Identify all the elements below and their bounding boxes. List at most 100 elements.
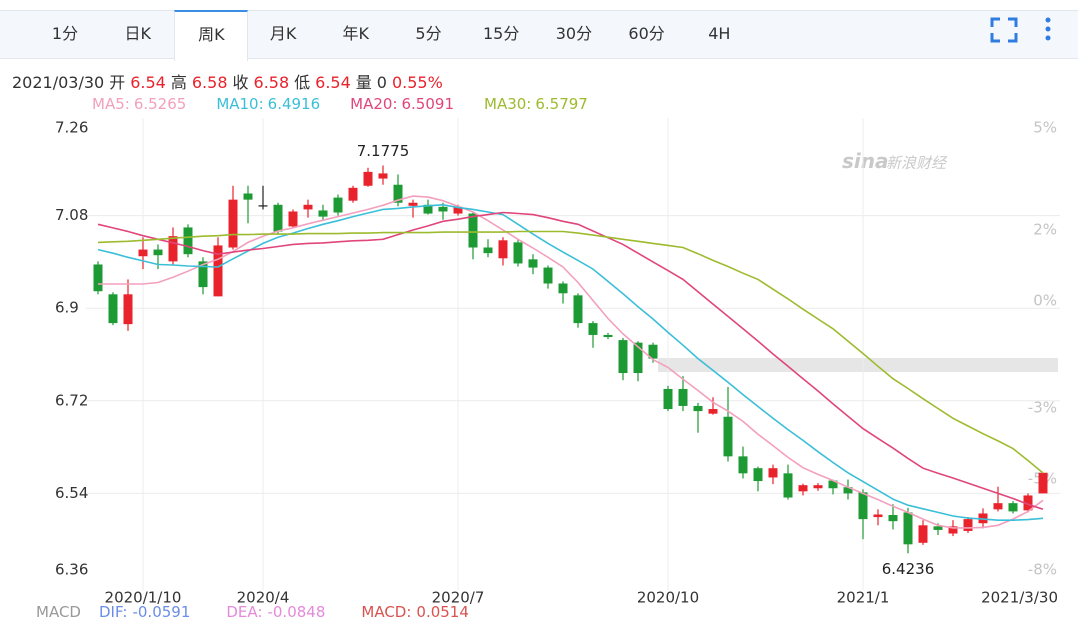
macd-value: -0.0848 [267,603,326,621]
candle-body [783,473,793,498]
candle-body [768,468,778,478]
candle-body [948,526,958,534]
tab[interactable]: 日K [124,24,151,43]
y-tick-label: 6.36 [55,561,88,579]
candle-body [348,187,358,201]
candle-body [858,492,868,520]
legend-value: 6.5265 [133,95,187,113]
x-tick-label: 2020/4 [237,589,290,607]
field-value: 6.58 [253,73,290,92]
y2-tick-label: 2% [1033,220,1057,238]
candle-body [753,468,763,482]
field-label: 开 [109,73,126,92]
candle-body [738,456,748,474]
candle-body [678,388,688,406]
candle-body [453,206,463,214]
candle-body [93,264,103,292]
x-tick-label: 2020/1/10 [105,589,182,607]
candle-body [108,294,118,324]
candle-body [933,526,943,530]
change: 0.55% [391,73,443,92]
x-tick-label: 2021/3/30 [981,589,1058,607]
candle-body [963,519,973,531]
macd-label: MACD [36,603,81,621]
candle-body [873,514,883,518]
ma-legend: MA5: 6.5265 MA10: 6.4916 MA20: 6.5091 MA30: 6.5… [92,95,618,113]
candle-body [273,204,283,232]
tab-bar: 1分 日K 周K 月K 年K 5分 15分 30分 60分 4H [0,10,1078,61]
candle-body [798,485,808,492]
tab[interactable]: 年K [342,24,370,43]
y2-tick-label: -3% [1028,398,1057,416]
tab[interactable]: 5分 [415,24,442,43]
legend-value: 6.5797 [535,95,588,113]
candle-body [498,240,508,259]
candle-body [708,409,718,414]
candle-body [138,249,148,257]
candle-body [303,204,313,210]
legend-name: MA30: [484,95,532,113]
quote-info: 2021/03/30 开 6.54 高 6.58 收 6.58 低 6.54 量 0 0.55% [12,69,448,93]
candle-body [648,344,658,359]
more-icon[interactable] [1045,17,1051,41]
max-label: 7.1775 [357,142,410,160]
macd-name: DEA: [226,603,263,621]
y2-tick-label: 5% [1033,119,1057,137]
y-tick-label: 7.26 [55,119,88,137]
candle-body [828,480,838,489]
tab[interactable]: 30分 [555,24,593,43]
candle-body [528,259,538,268]
ma-line [98,195,1044,529]
tab[interactable]: 月K [269,24,297,43]
x-tick-label: 2021/1 [837,589,890,607]
tab[interactable]: 周K [174,10,249,61]
candle-body [153,249,163,256]
candle-body [183,227,193,255]
candle-body [588,323,598,335]
candle-body [288,211,298,227]
candle-body [423,204,433,214]
candle-body [603,334,613,338]
macd-value: -0.0591 [132,603,191,621]
legend-name: MA10: [216,95,264,113]
fullscreen-icon[interactable] [990,17,1018,43]
tab[interactable]: 1分 [51,24,79,43]
candle-body [333,197,343,213]
watermark-logo: sina [842,149,889,173]
candle-body [633,342,643,374]
candle-body [723,416,733,457]
y-tick-label: 6.54 [55,484,88,502]
candle-body [843,487,853,494]
tab[interactable]: 15分 [483,24,520,43]
candle-body [573,295,583,324]
candle-body [228,199,238,248]
ma-line [97,230,1044,474]
y-tick-label: 6.9 [55,299,79,317]
legend-value: 6.5091 [401,95,455,113]
candle-body [363,171,373,186]
field-value: 6.54 [130,73,166,92]
tab[interactable]: 60分 [628,24,665,43]
date: 2021/03/30 [12,73,105,92]
candle-body [513,242,523,264]
min-label: 6.4236 [882,560,935,578]
candle-body [393,184,403,203]
x-tick-label: 2020/10 [637,589,699,607]
candle-body [243,193,253,200]
macd-name: MACD: [361,603,412,621]
y2-tick-label: 0% [1033,292,1057,310]
candle-body [468,213,478,248]
legend-name: MA5: [92,95,130,113]
candle-body [168,236,178,262]
field-label: 收 [232,73,249,92]
candle-body [618,340,628,374]
candle-body [213,245,223,297]
candle-body [993,503,1003,510]
tab[interactable]: 4H [708,24,731,43]
candle-body [198,261,208,288]
candle-body [903,512,913,545]
candle-body [558,283,568,294]
y2-tick-label: -8% [1028,561,1057,579]
